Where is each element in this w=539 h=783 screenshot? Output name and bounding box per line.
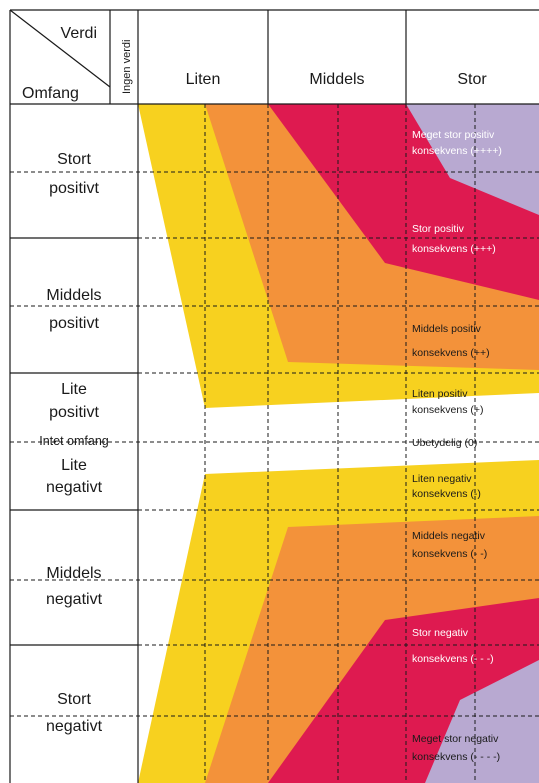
row-lite-positivt-line2: positivt xyxy=(49,404,99,421)
header-verdi: Verdi xyxy=(61,25,97,42)
label-column-background xyxy=(10,104,138,783)
column-middels: Middels xyxy=(309,71,364,88)
cons-meget-stor-positiv-line2: konsekvens (++++) xyxy=(412,145,502,157)
column-stor: Stor xyxy=(457,71,487,88)
row-lite-positivt-line1: Lite xyxy=(61,381,87,398)
header-ingen-verdi: Ingen verdi xyxy=(121,40,133,94)
row-stort-positivt-line1: Stort xyxy=(57,151,91,168)
header-background xyxy=(10,10,539,104)
cons-liten-positiv-line1: Liten positiv xyxy=(412,388,468,400)
cons-liten-negativ-line2: konsekvens (-) xyxy=(412,488,481,500)
row-lite-negativt-line1: Lite xyxy=(61,457,87,474)
column-liten: Liten xyxy=(186,71,221,88)
cons-middels-negativ-line2: konsekvens (- -) xyxy=(412,548,487,560)
cons-ubetydelig: Ubetydelig (0) xyxy=(412,437,477,449)
dashed-grid xyxy=(10,104,539,783)
cons-middels-positiv-line1: Middels positiv xyxy=(412,323,482,335)
cons-stor-positiv-line1: Stor positiv xyxy=(412,223,465,235)
cons-meget-stor-positiv-line1: Meget stor positiv xyxy=(412,129,495,141)
cons-liten-negativ-line1: Liten negativ xyxy=(412,473,472,485)
cons-liten-positiv-line2: konsekvens (+) xyxy=(412,404,484,416)
cons-middels-negativ-line1: Middels negativ xyxy=(412,530,486,542)
row-stort-negativt-line1: Stort xyxy=(57,691,91,708)
cons-meget-stor-negativ-line1: Meget stor negativ xyxy=(412,733,499,745)
row-stort-positivt-line2: positivt xyxy=(49,180,99,197)
cons-stor-negativ-line2: konsekvens (- - -) xyxy=(412,653,494,665)
row-middels-negativt-line1: Middels xyxy=(46,565,101,582)
row-intet-omfang: Intet omfang xyxy=(39,434,109,448)
zone-very-large-positive xyxy=(406,104,539,215)
cons-stor-negativ-line1: Stor negativ xyxy=(412,627,469,639)
cons-stor-positiv-line2: konsekvens (+++) xyxy=(412,243,496,255)
row-middels-positivt-line1: Middels xyxy=(46,287,101,304)
row-lite-negativt-line2: negativt xyxy=(46,479,103,496)
header-omfang: Omfang xyxy=(22,85,79,102)
cons-middels-positiv-line2: konsekvens (++) xyxy=(412,347,490,359)
zone-very-large-negative xyxy=(425,660,539,783)
row-stort-negativt-line2: negativt xyxy=(46,718,103,735)
cons-meget-stor-negativ-line2: konsekvens (- - - -) xyxy=(412,751,500,763)
row-middels-positivt-line2: positivt xyxy=(49,315,99,332)
solid-grid xyxy=(9,9,539,783)
row-middels-negativt-line2: negativt xyxy=(46,591,103,608)
